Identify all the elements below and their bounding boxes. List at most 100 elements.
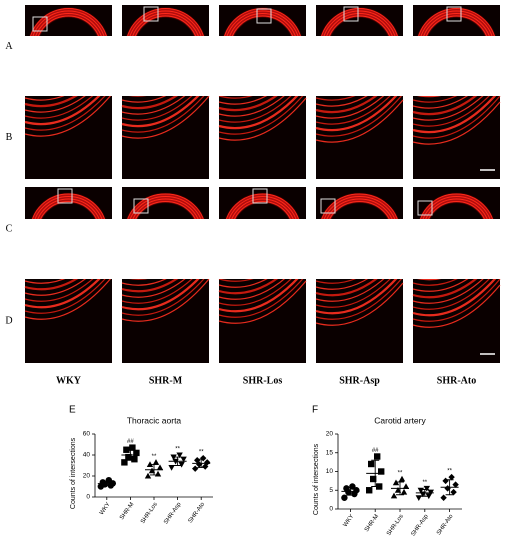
error-bar [420, 489, 429, 497]
y-axis-label: Counts of intersections [313, 443, 320, 515]
data-point [156, 464, 164, 471]
y-axis-label: Counts of intersections [70, 437, 77, 509]
data-point [180, 456, 187, 463]
data-point [343, 485, 350, 492]
elastic-fiber [315, 270, 404, 315]
x-tick-label: WKY [343, 514, 356, 529]
image-clip-edge [411, 219, 502, 279]
scatter-chart: F Carotid artery Counts of intersections 0 5… [312, 405, 462, 538]
data-point [121, 459, 128, 466]
micrograph [314, 36, 405, 179]
x-tick-label: SHR-M [119, 502, 135, 522]
chart-title: Thoracic aorta [127, 415, 182, 425]
y-tick-label: 0 [329, 506, 333, 513]
y-tick-label: 15 [326, 449, 334, 456]
column-label: SHR-Asp [339, 375, 380, 386]
elastic-fiber [24, 93, 113, 137]
gutter [20, 363, 509, 371]
significance-mark: ** [447, 469, 452, 475]
data-point [123, 446, 130, 453]
image-clip-edge [120, 36, 211, 96]
data-point [129, 444, 136, 451]
x-tick-label: SHR-Asp [163, 501, 183, 525]
elastic-fiber [218, 268, 307, 313]
zoom-box [252, 188, 268, 204]
micrograph [411, 219, 502, 363]
column-label: SHR-M [149, 375, 183, 386]
significance-mark: ** [152, 454, 157, 460]
image-clip-edge [314, 219, 405, 279]
micrograph [23, 36, 114, 179]
elastic-fiber [121, 272, 210, 316]
data-point [192, 465, 199, 472]
image-background [219, 279, 306, 363]
elastic-fiber [218, 97, 307, 141]
error-bar [126, 449, 135, 461]
elastic-fiber [412, 101, 501, 145]
column-label: WKY [56, 375, 82, 386]
image-clip-edge [411, 36, 502, 96]
data-point [125, 453, 132, 461]
y-tick-label: 20 [326, 431, 334, 438]
micrograph [217, 219, 308, 363]
data-point [452, 481, 459, 488]
elastic-fiber [315, 282, 404, 326]
error-bar [371, 459, 380, 487]
data-point [378, 468, 385, 475]
elastic-fiber [315, 93, 404, 137]
elastic-fiber [24, 276, 113, 320]
row-label: A [5, 41, 13, 52]
zoom-box [143, 6, 159, 22]
data-point [366, 487, 373, 494]
data-point [99, 479, 107, 486]
data-point [370, 475, 377, 483]
panel-label: E [69, 405, 76, 416]
image-background [219, 96, 306, 179]
error-bar [150, 464, 158, 476]
elastic-fiber [412, 272, 501, 317]
elastic-fiber [315, 87, 404, 132]
gutter [20, 94, 509, 96]
elastic-fiber [412, 278, 501, 322]
elastic-fiber [412, 95, 501, 139]
x-tick-label: WKY [99, 502, 112, 517]
y-tick-label: 0 [86, 494, 90, 501]
chart-title: Carotid artery [374, 415, 426, 425]
data-point [368, 460, 375, 468]
data-point [168, 465, 175, 471]
micrograph [120, 36, 211, 179]
zoom-box [343, 6, 359, 22]
data-point [400, 488, 408, 495]
elastic-fiber [121, 278, 210, 322]
significance-mark: ** [422, 480, 427, 486]
zoom-box [320, 198, 336, 214]
charts: E Thoracic aorta Counts of intersections 0 2… [69, 405, 462, 538]
row-label: C [6, 223, 13, 234]
error-bar [197, 458, 206, 469]
zoom-box [133, 198, 149, 214]
error-bar [396, 481, 404, 496]
elastic-fiber [218, 85, 307, 130]
gutter [20, 271, 509, 279]
error-bar [102, 481, 111, 487]
elastic-fiber [121, 95, 210, 139]
data-point [194, 457, 201, 464]
data-point [423, 485, 430, 492]
y-tick-label: 40 [83, 452, 91, 459]
y-tick-label: 20 [83, 473, 91, 480]
error-bar [346, 487, 355, 496]
data-point [152, 459, 160, 465]
data-point [154, 470, 162, 477]
zoom-box [256, 8, 272, 24]
error-bar [173, 456, 182, 466]
gutter [20, 179, 509, 187]
data-point [131, 456, 138, 463]
data-point [448, 473, 455, 481]
elastic-fiber [412, 89, 501, 134]
error-bar [445, 479, 454, 496]
data-point [144, 472, 152, 479]
column-label: SHR-Los [243, 375, 283, 386]
image-grid: A B C D WKY SHR-M SHR-Los SHR-Asp SHR-Ato [5, 5, 509, 386]
x-tick-label: SHR-Los [386, 514, 405, 537]
x-tick-label: SHR-Asp [410, 513, 430, 537]
